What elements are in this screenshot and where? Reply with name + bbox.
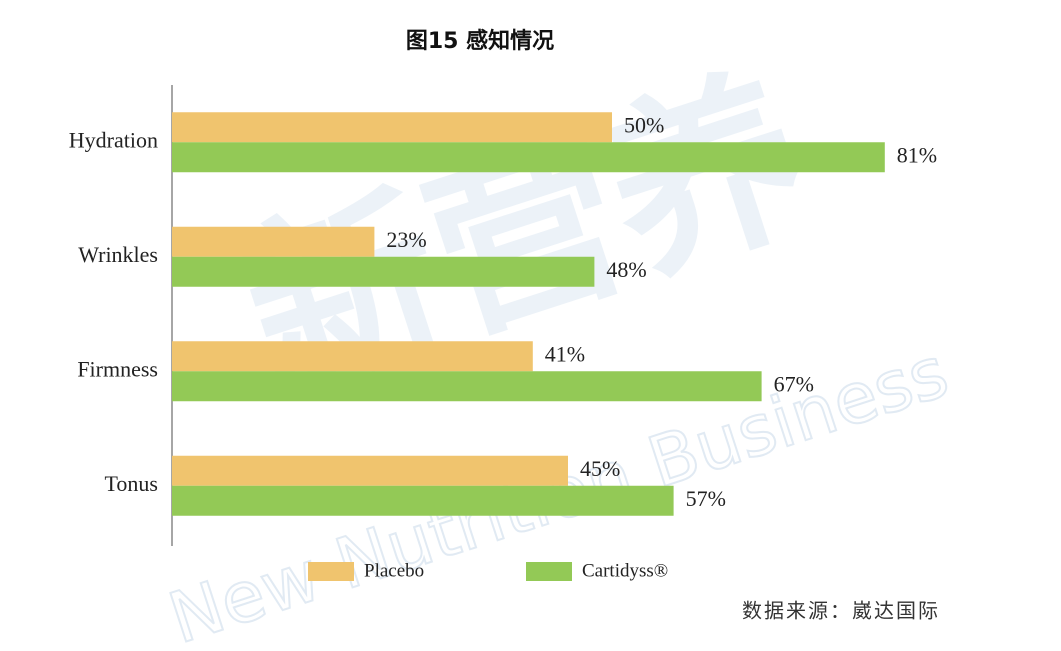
value-label: 45% bbox=[580, 456, 620, 481]
value-label: 50% bbox=[624, 112, 664, 137]
y-tick-label: Hydration bbox=[69, 127, 158, 152]
legend-swatch bbox=[526, 562, 572, 581]
value-label: 41% bbox=[545, 341, 585, 366]
legend-label: Placebo bbox=[364, 560, 424, 581]
value-label: 67% bbox=[774, 371, 814, 396]
bar bbox=[172, 226, 375, 257]
value-label: 57% bbox=[686, 486, 726, 511]
bar bbox=[172, 341, 533, 372]
legend-swatch bbox=[308, 562, 354, 581]
bar bbox=[172, 371, 762, 402]
bar bbox=[172, 112, 612, 143]
chart-title: 图15 感知情况 bbox=[406, 28, 554, 54]
y-tick-label: Wrinkles bbox=[78, 242, 158, 267]
bar bbox=[172, 142, 885, 173]
source: 数据来源：崴达国际 bbox=[742, 599, 940, 623]
value-label: 81% bbox=[897, 142, 937, 167]
value-label: 23% bbox=[386, 227, 426, 252]
bar bbox=[172, 256, 595, 287]
bar bbox=[172, 485, 674, 516]
y-tick-label: Firmness bbox=[77, 356, 158, 381]
y-tick-label: Tonus bbox=[105, 471, 158, 496]
legend-label: Cartidyss® bbox=[582, 560, 668, 581]
value-label: 48% bbox=[606, 257, 646, 282]
bar bbox=[172, 455, 568, 486]
